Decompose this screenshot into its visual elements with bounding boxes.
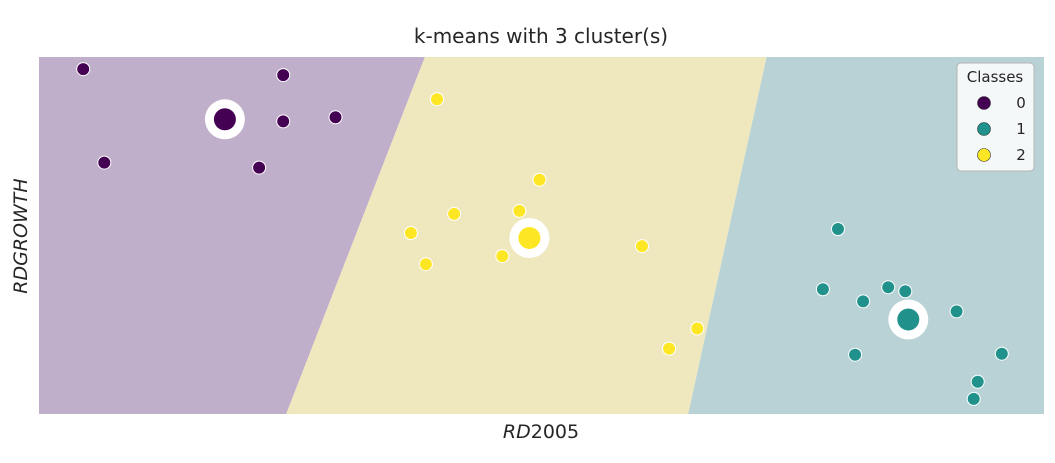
- point-class-1-9: [966, 391, 981, 406]
- point-class-2-1: [532, 172, 547, 187]
- y-axis-label: RDGROWTH: [10, 178, 32, 293]
- point-class-1-1: [815, 282, 830, 297]
- data-points: [76, 62, 1009, 406]
- legend-box: [956, 62, 1035, 172]
- legend-marker-2: [977, 148, 991, 162]
- legend-label-1: 1: [1016, 120, 1026, 138]
- point-class-0-4: [97, 155, 112, 170]
- point-class-0-5: [252, 160, 267, 175]
- point-class-2-6: [418, 257, 433, 272]
- point-class-2-0: [430, 92, 444, 107]
- centroid-class-1: [897, 308, 920, 331]
- point-class-0-2: [276, 114, 291, 129]
- legend: Classes 0 1 2: [956, 62, 1035, 172]
- point-class-2-2: [447, 206, 462, 221]
- cluster-centroids: [204, 99, 929, 340]
- centroid-class-0: [213, 108, 236, 131]
- legend-label-2: 2: [1016, 146, 1026, 164]
- point-class-2-3: [512, 203, 527, 218]
- x-axis-label: RD2005: [503, 421, 579, 443]
- region-class-0: [39, 57, 425, 414]
- legend-marker-0: [977, 96, 991, 110]
- point-class-0-1: [276, 68, 291, 83]
- legend-entries: 0 1 2: [977, 94, 1026, 164]
- centroid-class-2: [518, 227, 541, 249]
- region-class-1: [688, 57, 1044, 414]
- point-class-1-2: [856, 294, 871, 309]
- legend-marker-1: [977, 122, 991, 136]
- point-class-1-4: [898, 284, 913, 299]
- point-class-1-0: [831, 222, 845, 236]
- decision-regions: [39, 57, 1044, 414]
- point-class-2-4: [403, 226, 418, 240]
- point-class-2-7: [495, 249, 510, 264]
- point-class-1-8: [970, 374, 985, 389]
- legend-title: Classes: [967, 68, 1024, 86]
- point-class-1-5: [949, 304, 964, 319]
- x-axis-label-plain: 2005: [531, 421, 579, 443]
- point-class-2-8: [690, 321, 705, 336]
- legend-label-0: 0: [1016, 94, 1026, 112]
- point-class-0-0: [76, 62, 91, 77]
- point-class-0-3: [328, 110, 343, 125]
- point-class-1-6: [848, 347, 863, 362]
- chart-title: k-means with 3 cluster(s): [414, 24, 668, 48]
- point-class-2-5: [635, 239, 649, 254]
- point-class-1-7: [994, 346, 1009, 361]
- point-class-1-3: [881, 280, 896, 295]
- x-axis-label-italic: RD: [503, 421, 531, 443]
- point-class-2-9: [662, 341, 677, 356]
